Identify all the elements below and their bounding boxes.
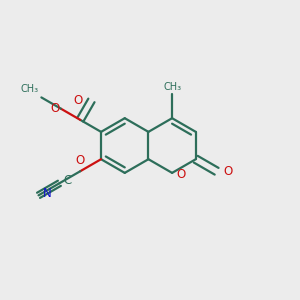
Text: O: O [73,94,83,107]
Text: O: O [50,102,59,115]
Text: N: N [43,187,51,200]
Text: CH₃: CH₃ [20,84,38,94]
Text: O: O [176,168,185,181]
Text: O: O [224,165,233,178]
Text: C: C [64,174,72,188]
Text: O: O [76,154,85,167]
Text: CH₃: CH₃ [163,82,181,92]
